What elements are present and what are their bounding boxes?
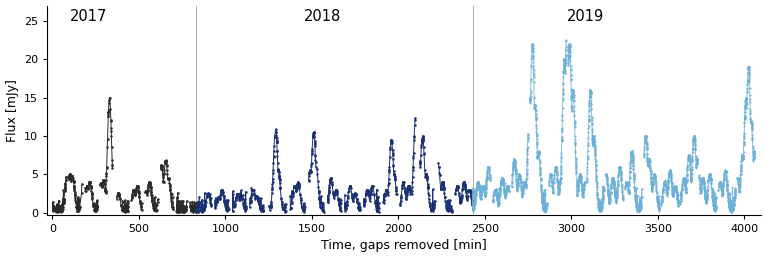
Text: 2017: 2017 [70, 9, 107, 25]
Text: 2018: 2018 [304, 9, 341, 25]
Y-axis label: Flux [mJy]: Flux [mJy] [5, 79, 18, 142]
Text: 2019: 2019 [567, 9, 604, 25]
X-axis label: Time, gaps removed [min]: Time, gaps removed [min] [321, 239, 487, 252]
